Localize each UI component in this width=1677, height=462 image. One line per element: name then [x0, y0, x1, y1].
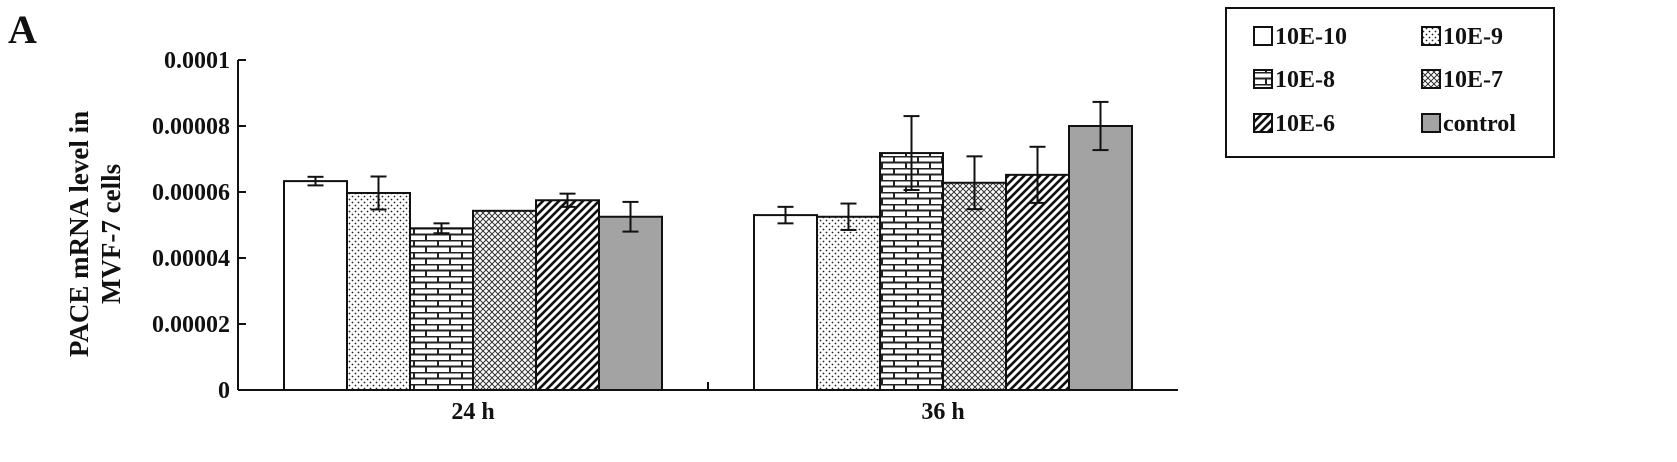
- legend-swatch: [1253, 113, 1273, 133]
- panel-label: A: [8, 7, 37, 52]
- bar: [753, 214, 818, 391]
- bars: [283, 125, 1133, 391]
- legend-label: 10E-8: [1275, 67, 1335, 93]
- legend-label: 10E-9: [1443, 24, 1503, 50]
- legend-swatch: [1421, 26, 1441, 46]
- y-tick-label: 0.00008: [152, 114, 230, 140]
- legend-swatch: [1421, 113, 1441, 133]
- bar: [409, 227, 474, 391]
- bar: [942, 181, 1007, 391]
- x-tick-label: 24 h: [451, 399, 494, 425]
- bar: [535, 199, 600, 391]
- legend-swatch: [1253, 26, 1273, 46]
- bar: [598, 215, 663, 391]
- y-tick-label: 0.00006: [152, 180, 230, 206]
- y-axis: 0 0.00002 0.00004 0.00006 0.00008 0.0001: [152, 48, 246, 404]
- bar: [879, 152, 944, 391]
- y-tick-label: 0.00004: [152, 246, 230, 272]
- legend-label: control: [1443, 111, 1516, 137]
- y-tick-label: 0: [218, 378, 230, 404]
- legend-label: 10E-7: [1443, 67, 1503, 93]
- legend-label: 10E-6: [1275, 111, 1335, 137]
- y-tick-label: 0.00002: [152, 312, 230, 338]
- bar: [1005, 173, 1070, 391]
- y-axis-label-line-2: MVF-7 cells: [96, 164, 126, 304]
- legend-box: [1225, 7, 1555, 158]
- bar: [283, 180, 348, 391]
- legend-swatch: [1253, 69, 1273, 89]
- legend-swatch: [1421, 69, 1441, 89]
- bar: [1068, 125, 1133, 391]
- y-tick-label: 0.0001: [164, 48, 230, 74]
- y-axis-label-line-1: PACE mRNA level in: [64, 111, 94, 357]
- legend: 10E-10 10E-9 10E-8 10E-7 10E-6 control: [1225, 7, 1555, 158]
- x-tick-label: 36 h: [921, 399, 964, 425]
- error-bars: [307, 100, 1109, 235]
- bar: [816, 215, 881, 391]
- bar: [472, 209, 537, 391]
- legend-label: 10E-10: [1275, 24, 1347, 50]
- y-axis-label: PACE mRNA level in MVF-7 cells: [64, 111, 126, 357]
- bar: [346, 191, 411, 391]
